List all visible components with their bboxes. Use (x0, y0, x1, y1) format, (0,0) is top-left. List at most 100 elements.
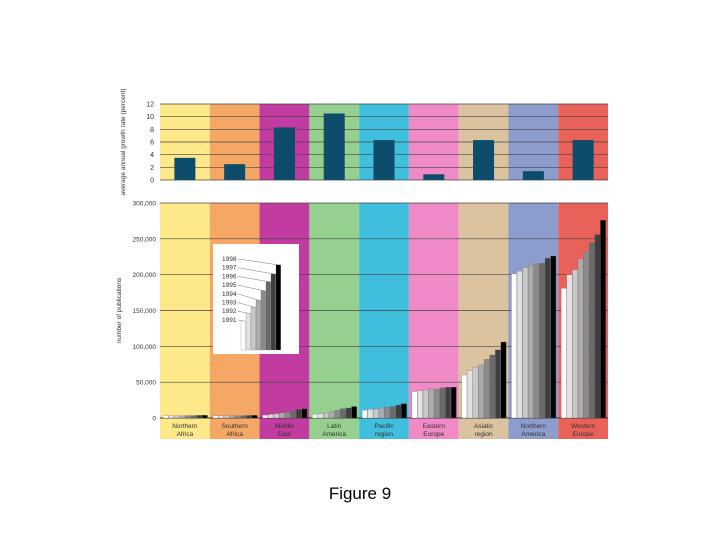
pubs-tick-label: 100,000 (133, 344, 157, 351)
figure-caption: Figure 9 (328, 484, 392, 503)
growth-bar-9 (572, 140, 594, 180)
pubs-bar (450, 387, 457, 419)
pubs-category-label: Middle (275, 423, 295, 430)
legend-swatch (265, 281, 271, 351)
pubs-category-label: region (375, 431, 393, 438)
pubs-bar (544, 258, 551, 419)
pubs-region-band-4 (309, 203, 360, 439)
pubs-bar (279, 412, 285, 419)
pubs-tick-label: 50,000 (136, 380, 156, 387)
pubs-axis-label: number of publications (116, 277, 123, 343)
legend-label: 1994 (222, 291, 237, 298)
pubs-category-label: America (322, 431, 346, 438)
growth-bar-6 (423, 174, 445, 180)
growth-bar-7 (473, 140, 495, 180)
pubs-category-label: Northern (521, 423, 547, 430)
pubs-bar (202, 415, 208, 419)
pubs-bar (411, 391, 418, 419)
legend-swatch (275, 264, 281, 351)
legend-leader (237, 267, 274, 275)
legend-leader (237, 258, 279, 266)
growth-tick-label: 12 (146, 102, 154, 109)
pubs-bar (290, 410, 296, 419)
legend-leader (237, 293, 259, 301)
legend-leader (237, 276, 269, 282)
pubs-category-label: Northern (172, 423, 198, 430)
pubs-category-label: East (278, 431, 291, 438)
legend-label: 1991 (222, 317, 237, 324)
pubs-bar (268, 414, 274, 419)
pubs-category-label: Latin (327, 423, 341, 430)
pubs-category-label: Western (571, 423, 595, 430)
pubs-tick-label: 300,000 (133, 201, 157, 208)
pubs-bar (561, 288, 567, 419)
pubs-bar (483, 359, 490, 419)
pubs-bar (317, 413, 324, 419)
pubs-bar (223, 415, 230, 419)
pubs-bar (395, 404, 402, 419)
pubs-bar (334, 409, 341, 419)
legend-leader (237, 284, 264, 291)
pubs-bar (345, 407, 352, 419)
pubs-bar (251, 415, 258, 419)
pubs-bar (312, 414, 318, 419)
growth-axis-label: average annual growth rate (percent) (120, 89, 127, 196)
pubs-tick-label: 250,000 (133, 236, 157, 243)
pubs-bar (323, 412, 329, 419)
pubs-bar (196, 415, 203, 419)
pubs-bar (262, 415, 268, 419)
growth-tick-label: 6 (150, 140, 154, 147)
pubs-bar (539, 263, 545, 419)
legend-label: 1995 (222, 282, 237, 289)
pubs-category-label: Southern (221, 423, 248, 430)
legend-leader (237, 311, 249, 314)
pubs-bar (445, 387, 451, 419)
legend-swatch (250, 306, 256, 351)
growth-tick-label: 10 (146, 114, 154, 121)
pubs-bar (240, 415, 247, 419)
growth-tick-label: 8 (150, 127, 154, 134)
pubs-bar (174, 415, 180, 419)
pubs-bar (212, 415, 219, 419)
pubs-bar (472, 367, 479, 419)
pubs-bar (389, 406, 396, 419)
legend-label: 1998 (222, 256, 237, 263)
pubs-bar (572, 269, 578, 419)
pubs-bar (190, 415, 197, 419)
pubs-bar (528, 265, 534, 419)
pubs-bar (361, 409, 368, 419)
growth-bar-4 (323, 113, 345, 180)
pubs-bar (351, 406, 357, 419)
pubs-bar (577, 258, 584, 419)
pubs-bar (185, 415, 191, 419)
legend-label: 1992 (222, 308, 237, 315)
pubs-bar (417, 390, 423, 419)
pubs-bar (434, 389, 440, 419)
pubs-bar (422, 389, 429, 419)
pubs-category-label: region (475, 431, 493, 438)
pubs-bar (329, 411, 335, 419)
pubs-bar (296, 409, 302, 419)
pubs-bar (439, 387, 446, 419)
legend-leader (237, 319, 244, 322)
pubs-category-label: Eastern (423, 423, 446, 430)
pubs-bar (273, 413, 280, 419)
pubs-bar (516, 270, 523, 419)
legend-label: 1996 (222, 273, 237, 280)
legend-swatch (270, 273, 276, 351)
legend-swatch (260, 290, 266, 351)
pubs-bar (589, 242, 595, 419)
growth-tick-label: 0 (150, 178, 154, 185)
pubs-category-label: Europe (423, 431, 444, 438)
pubs-bar (235, 415, 241, 419)
growth-bar-8 (522, 171, 544, 180)
pubs-bar (594, 234, 601, 419)
legend-swatch (255, 300, 261, 351)
pubs-bar (600, 220, 606, 419)
pubs-bar (162, 415, 169, 419)
legend-swatch (245, 313, 251, 351)
pubs-bar (340, 408, 346, 419)
pubs-category-label: Africa (177, 431, 194, 438)
growth-bar-1 (174, 157, 196, 180)
